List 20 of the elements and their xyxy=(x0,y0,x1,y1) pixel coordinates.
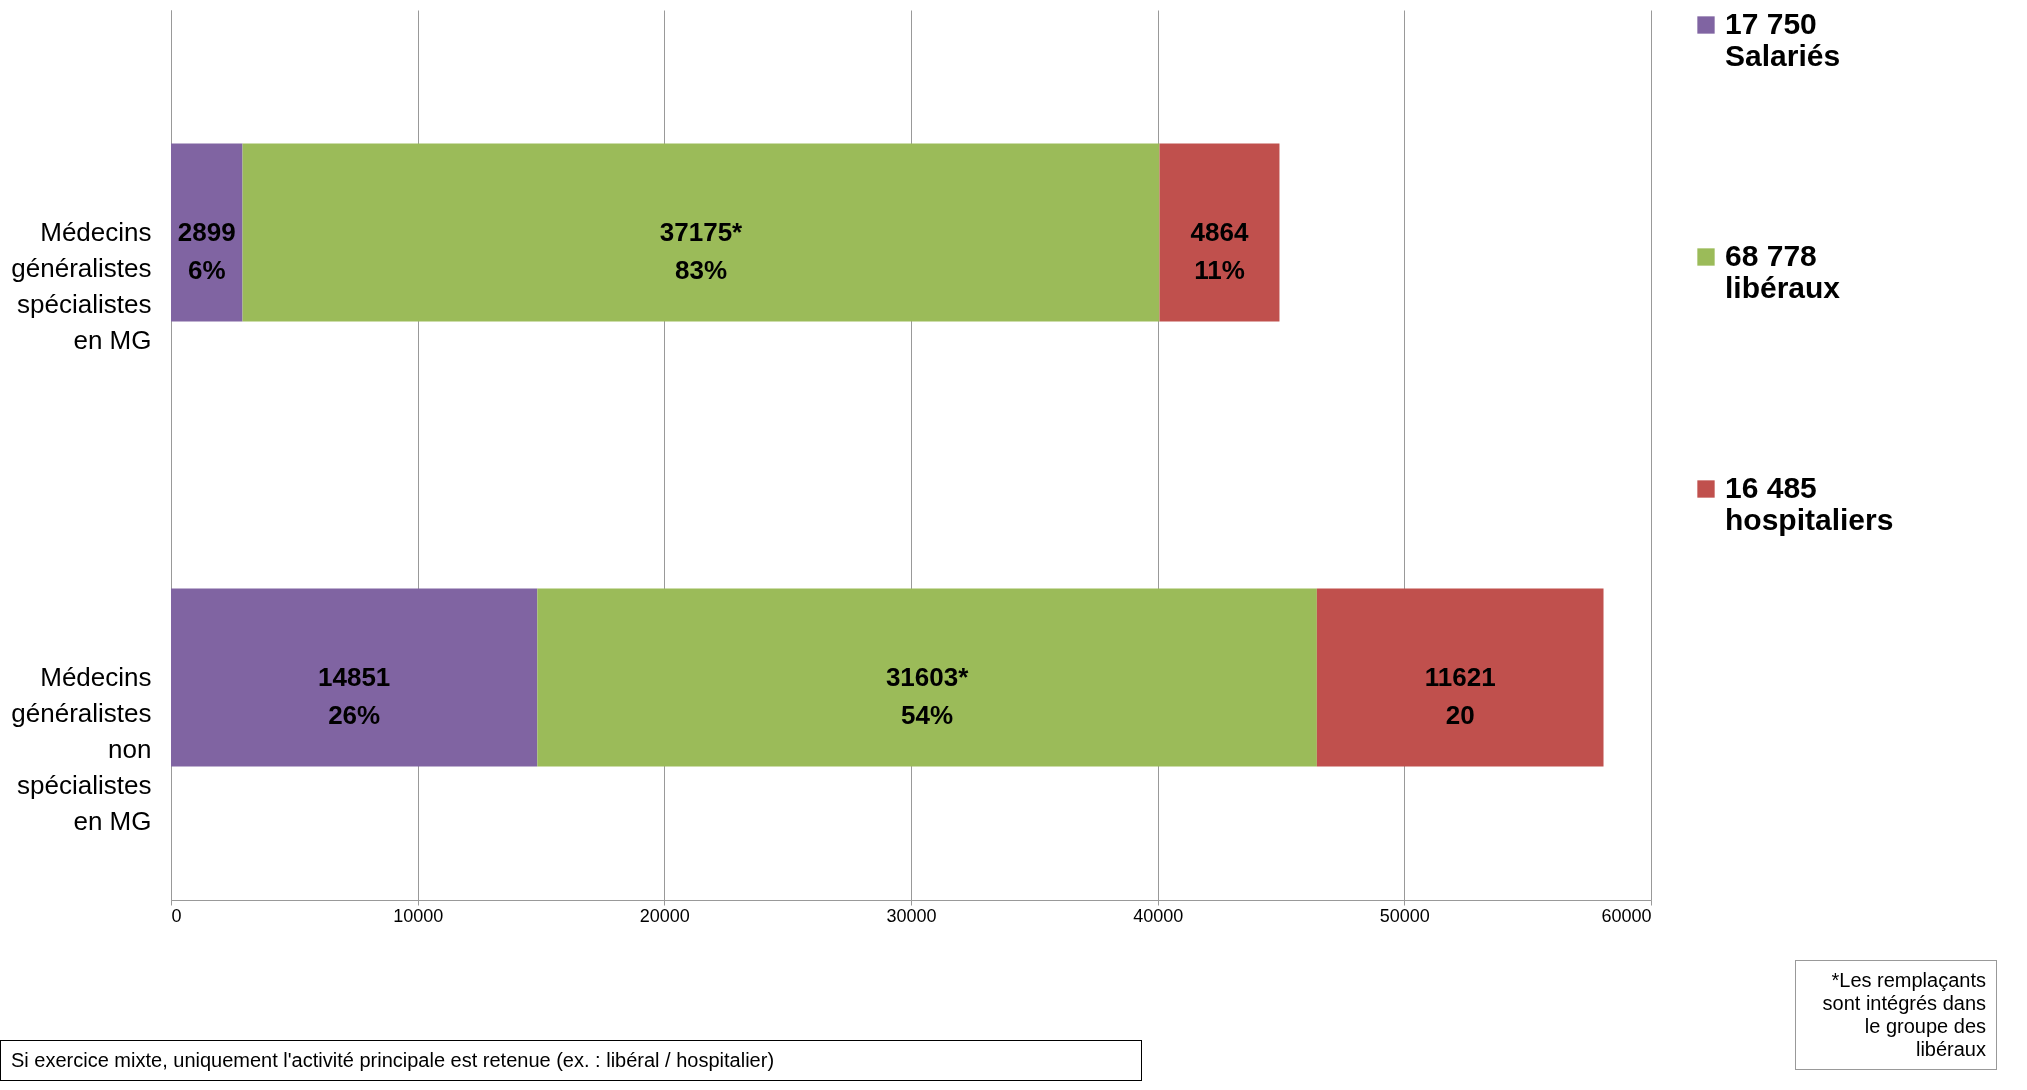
legend-label: 17 750 Salariés xyxy=(1725,7,1841,72)
x-tick-label: 50000 xyxy=(1379,905,1430,926)
x-tick-label: 0 xyxy=(171,905,182,926)
data-label: 31603* 54% xyxy=(885,661,970,730)
data-label: 4864 11% xyxy=(1190,216,1249,285)
data-label: 14851 26% xyxy=(318,661,391,730)
x-tick-label: 60000 xyxy=(1601,905,1652,926)
text: *Les remplaçants sont intégrés dans le groupe des libéraux xyxy=(1795,960,1997,1070)
data-label: 11621 20 xyxy=(1424,661,1496,730)
text: Si exercice mixte, uniquement l'activité principale est retenue (ex. : libéral / hospitalier) xyxy=(0,1040,1142,1081)
x-tick-label: 30000 xyxy=(886,905,937,926)
y-tick-label: Médecins généralistes spécialistes en MG xyxy=(11,216,152,355)
data-label: 37175* 83% xyxy=(659,216,744,285)
x-tick-label: 40000 xyxy=(1133,905,1184,926)
x-tick-label: 10000 xyxy=(393,905,444,926)
legend-label: 68 778 libéraux xyxy=(1725,239,1841,304)
data-label: 2899 6% xyxy=(177,216,236,285)
y-tick-label: Médecins généralistes non spécialistes en MG xyxy=(11,661,152,836)
legend-label: 16 485 hospitaliers xyxy=(1725,471,1894,536)
x-tick-label: 20000 xyxy=(639,905,690,926)
